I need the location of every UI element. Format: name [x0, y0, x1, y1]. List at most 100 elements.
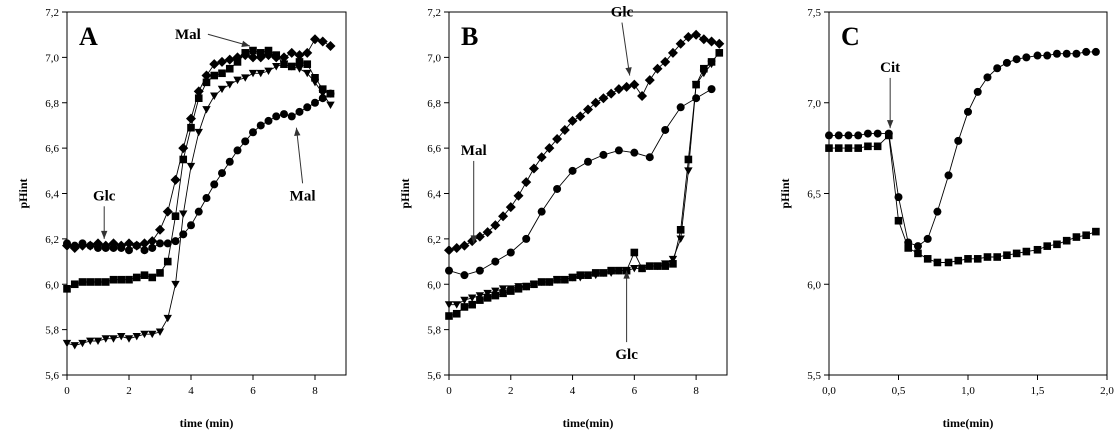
- data-point: [140, 246, 149, 255]
- data-point: [148, 273, 157, 282]
- data-point: [233, 146, 242, 155]
- annotation-arrowhead: [241, 40, 250, 47]
- data-point: [210, 71, 219, 80]
- data-point: [256, 49, 265, 57]
- data-point: [568, 274, 577, 282]
- data-point: [1003, 251, 1011, 260]
- data-point: [590, 97, 601, 108]
- data-point: [452, 301, 461, 309]
- data-point: [675, 38, 686, 49]
- data-point: [155, 328, 165, 336]
- data-point: [591, 271, 600, 280]
- data-point: [287, 63, 296, 71]
- data-point: [514, 283, 523, 291]
- data-point: [317, 36, 328, 47]
- y-tick-label: 6,6: [427, 143, 441, 155]
- data-point: [1053, 240, 1061, 249]
- data-point: [1062, 49, 1071, 58]
- data-point: [101, 335, 110, 343]
- data-point: [248, 52, 258, 63]
- x-tick-label: 4: [188, 385, 194, 397]
- data-point: [163, 314, 172, 323]
- y-tick-label: 6,8: [45, 98, 59, 110]
- x-tick-label: 2,0: [1100, 385, 1114, 397]
- data-point: [884, 131, 893, 140]
- data-point: [983, 253, 992, 261]
- data-point: [148, 243, 157, 252]
- annotation: Cit: [880, 60, 900, 129]
- data-point: [676, 235, 685, 243]
- data-point: [194, 94, 203, 103]
- data-point: [1012, 249, 1021, 258]
- series-line: [66, 38, 331, 249]
- annotation: Mal: [461, 143, 487, 244]
- annotation-arrowhead: [101, 230, 108, 239]
- data-point: [460, 296, 469, 305]
- series-line: [449, 63, 712, 306]
- data-point: [668, 255, 678, 264]
- data-point: [944, 171, 953, 180]
- data-point: [637, 90, 648, 101]
- data-point: [598, 93, 609, 104]
- annotation: Mal: [175, 27, 251, 47]
- data-point: [660, 56, 671, 67]
- data-point: [873, 129, 882, 138]
- data-point: [132, 241, 141, 250]
- data-point: [599, 269, 608, 277]
- annotation-arrow: [295, 127, 304, 184]
- data-point: [613, 84, 624, 95]
- data-point: [217, 85, 227, 94]
- data-point: [179, 155, 188, 164]
- data-point: [491, 257, 500, 266]
- data-point: [70, 241, 79, 250]
- data-point: [864, 142, 872, 151]
- data-point: [147, 236, 158, 247]
- data-point: [179, 230, 188, 239]
- data-point: [498, 211, 509, 222]
- data-point: [264, 116, 273, 125]
- x-tick-label: 4: [570, 385, 576, 397]
- y-tick-label: 7,0: [45, 52, 59, 64]
- y-tick-label: 6,2: [45, 234, 59, 246]
- data-point: [326, 89, 335, 98]
- x-tick-label: 2: [126, 385, 132, 397]
- data-point: [1022, 247, 1031, 256]
- data-point: [1062, 236, 1071, 245]
- data-point: [475, 266, 484, 275]
- data-point: [483, 289, 492, 298]
- y-tick-label: 6,4: [427, 189, 441, 201]
- data-point: [644, 75, 655, 86]
- data-point: [706, 36, 717, 47]
- data-point: [125, 246, 133, 255]
- data-point: [599, 150, 608, 159]
- data-point: [194, 207, 203, 216]
- y-axis-title: pHint: [16, 178, 30, 208]
- data-point: [854, 144, 862, 152]
- data-point: [834, 131, 843, 140]
- data-point: [264, 46, 273, 55]
- data-point: [241, 49, 250, 57]
- data-point: [326, 101, 335, 110]
- data-point: [186, 162, 196, 171]
- annotation-label: Glc: [615, 347, 638, 363]
- x-tick-label: 0: [64, 385, 70, 397]
- data-point: [295, 58, 304, 66]
- data-point: [1052, 49, 1061, 58]
- series-diamond: [444, 29, 725, 256]
- data-point: [217, 56, 227, 67]
- data-point: [93, 337, 103, 345]
- data-point: [944, 258, 953, 267]
- y-tick-label: 6,0: [427, 279, 441, 291]
- data-point: [667, 47, 678, 58]
- data-point: [904, 244, 913, 252]
- data-point: [699, 69, 709, 78]
- data-point: [661, 125, 670, 134]
- panel-letter: C: [841, 22, 860, 51]
- data-point: [521, 177, 532, 188]
- series-square: [825, 131, 1100, 267]
- data-point: [506, 248, 515, 257]
- data-point: [606, 269, 616, 277]
- data-point: [132, 273, 141, 282]
- data-point: [630, 248, 639, 257]
